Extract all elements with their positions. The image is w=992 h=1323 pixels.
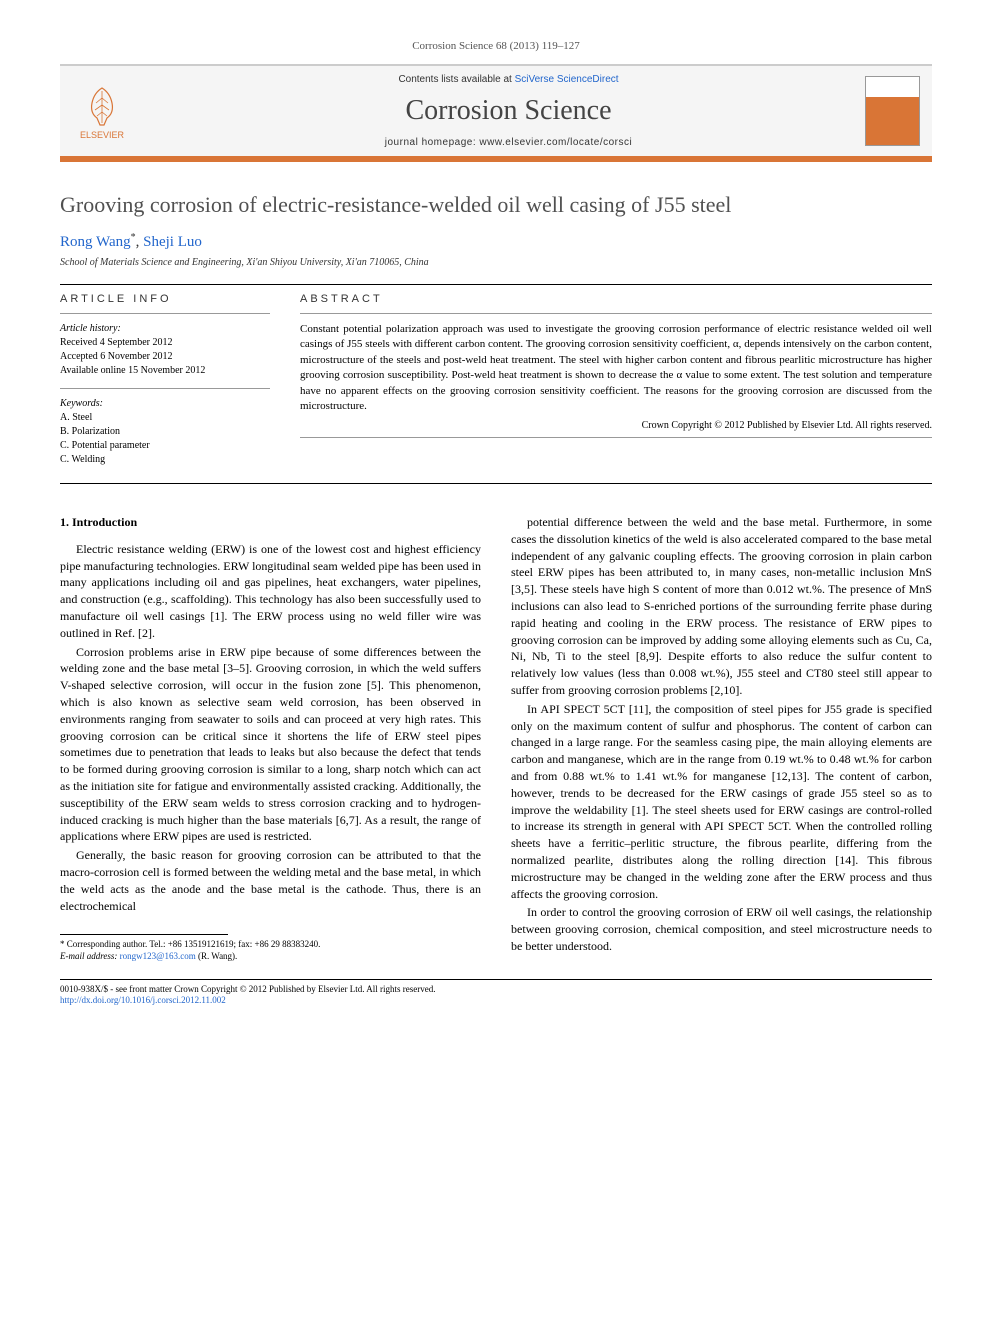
keywords-label: Keywords: [60,397,270,411]
body-paragraph: In API SPECT 5CT [11], the composition o… [511,701,932,903]
accepted-date: Accepted 6 November 2012 [60,350,270,364]
keyword: B. Polarization [60,425,270,439]
scidirect-link[interactable]: SciVerse ScienceDirect [515,74,619,85]
abstract-heading: ABSTRACT [300,293,932,305]
section-heading: 1. Introduction [60,514,481,531]
journal-title: Corrosion Science [152,95,865,127]
abstract-text: Constant potential polarization approach… [300,322,932,414]
authors: Rong Wang*, Sheji Luo [60,232,932,251]
corresponding-contact: * Corresponding author. Tel.: +86 135191… [60,939,481,951]
divider-mid [60,483,932,484]
journal-cover-thumbnail [865,76,920,146]
article-info-column: ARTICLE INFO Article history: Received 4… [60,293,270,467]
received-date: Received 4 September 2012 [60,336,270,350]
author-link-2[interactable]: Sheji Luo [143,234,202,250]
citation: Corrosion Science 68 (2013) 119–127 [60,40,932,52]
history-label: Article history: [60,322,270,336]
info-heading: ARTICLE INFO [60,293,270,305]
body-column-right: potential difference between the weld an… [511,514,932,963]
keyword: C. Potential parameter [60,439,270,453]
email-suffix: (R. Wang). [198,951,237,961]
abstract-column: ABSTRACT Constant potential polarization… [300,293,932,467]
corresponding-footnote: * Corresponding author. Tel.: +86 135191… [60,939,481,962]
footer-issn: 0010-938X/$ - see front matter Crown Cop… [60,984,932,996]
homepage-url: www.elsevier.com/locate/corsci [479,137,632,148]
footnote-divider [60,934,228,935]
contents-line: Contents lists available at SciVerse Sci… [152,74,865,85]
footer: 0010-938X/$ - see front matter Crown Cop… [60,979,932,1007]
keyword: A. Steel [60,411,270,425]
body-paragraph: Corrosion problems arise in ERW pipe bec… [60,644,481,846]
body-paragraph: Electric resistance welding (ERW) is one… [60,541,481,642]
article-title: Grooving corrosion of electric-resistanc… [60,192,932,218]
divider-top [60,284,932,285]
affiliation: School of Materials Science and Engineer… [60,257,932,268]
available-date: Available online 15 November 2012 [60,364,270,378]
publisher-name: ELSEVIER [80,130,124,140]
elsevier-tree-icon [82,83,122,128]
homepage-line: journal homepage: www.elsevier.com/locat… [152,137,865,148]
publisher-logo: ELSEVIER [72,76,132,146]
doi-link[interactable]: http://dx.doi.org/10.1016/j.corsci.2012.… [60,995,226,1005]
journal-header: ELSEVIER Contents lists available at Sci… [60,64,932,162]
email-label: E-mail address: [60,951,117,961]
body-column-left: 1. Introduction Electric resistance weld… [60,514,481,963]
keyword: C. Welding [60,453,270,467]
body-paragraph: In order to control the grooving corrosi… [511,904,932,954]
email-link[interactable]: rongw123@163.com [120,951,196,961]
contents-prefix: Contents lists available at [398,74,514,85]
author-link-1[interactable]: Rong Wang [60,234,131,250]
body-paragraph: Generally, the basic reason for grooving… [60,847,481,914]
corresponding-mark: * [131,232,136,243]
homepage-prefix: journal homepage: [385,137,480,148]
abstract-copyright: Crown Copyright © 2012 Published by Else… [300,420,932,431]
body-paragraph: potential difference between the weld an… [511,514,932,699]
